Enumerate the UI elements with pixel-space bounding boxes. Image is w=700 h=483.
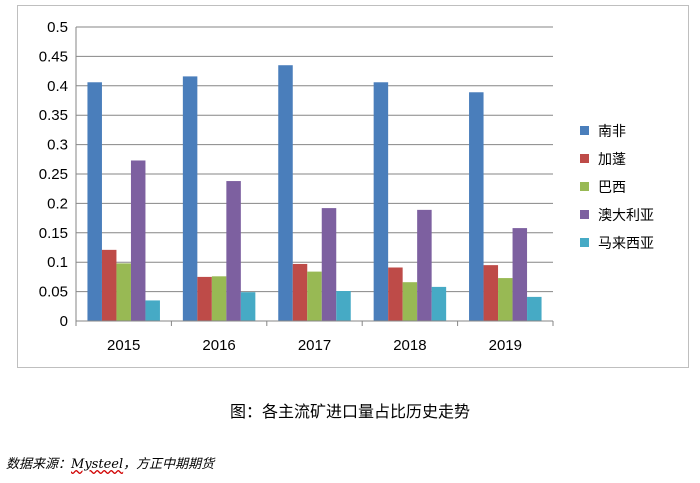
bar-chart: 0 0.05 0.1 0.15 0.2 0.25 0.3 0.35 0.4 0.45 0.5 201… [39, 19, 654, 354]
bar [182, 76, 198, 321]
bar [373, 82, 389, 321]
legend-label: 澳大利亚 [598, 208, 654, 224]
source-prefix: 数据来源： [6, 457, 72, 472]
bar [483, 265, 499, 321]
legend-label: 马来西亚 [598, 236, 654, 252]
legend-swatch [580, 154, 589, 163]
legend-swatch [580, 210, 589, 219]
bars [87, 65, 542, 321]
legend-label: 巴西 [598, 180, 626, 196]
y-tick-label: 0.05 [39, 284, 68, 301]
y-tick-label: 0.15 [39, 225, 68, 242]
legend-label: 南非 [598, 124, 626, 140]
bar [145, 300, 160, 321]
legend-label: 加蓬 [598, 152, 626, 168]
bar [240, 292, 256, 321]
bar [87, 82, 102, 321]
bar [388, 267, 403, 321]
y-tick-labels: 0 0.05 0.1 0.15 0.2 0.25 0.3 0.35 0.4 0.45 0.5 [39, 19, 68, 330]
y-tick-label: 0.4 [47, 78, 68, 95]
x-tick-labels: 2015 2016 2017 2018 2019 [107, 337, 522, 354]
legend-swatch [580, 238, 589, 247]
legend-swatch [580, 182, 589, 191]
source-brand: Mysteel [71, 457, 124, 472]
x-tick-label: 2015 [107, 337, 140, 354]
grid-lines [76, 26, 553, 322]
x-tick-label: 2019 [489, 337, 522, 354]
y-tick-label: 0 [60, 313, 68, 330]
bar [101, 249, 117, 321]
x-tick-label: 2018 [393, 337, 426, 354]
bar [226, 181, 241, 321]
chart-frame: 0 0.05 0.1 0.15 0.2 0.25 0.3 0.35 0.4 0.45 0.5 201… [17, 5, 689, 368]
bar [292, 263, 308, 321]
bar [336, 291, 351, 321]
x-tick-label: 2017 [298, 337, 331, 354]
y-tick-label: 0.2 [47, 195, 68, 212]
bar [431, 286, 447, 321]
bar [197, 276, 212, 321]
bar [527, 296, 542, 321]
source-suffix: ，方正中期期货 [123, 457, 215, 472]
bar [498, 278, 513, 321]
y-tick-label: 0.5 [47, 19, 68, 36]
bar [130, 160, 146, 321]
bar [417, 209, 432, 321]
bar [211, 276, 227, 321]
bar [307, 271, 322, 321]
bar [469, 92, 484, 321]
source-note: 数据来源：Mysteel，方正中期期货 [6, 453, 214, 472]
bar [116, 263, 131, 321]
y-tick-label: 0.35 [39, 107, 68, 124]
y-tick-label: 0.25 [39, 166, 68, 183]
y-tick-label: 0.45 [39, 48, 68, 65]
bar [278, 65, 293, 321]
bar [321, 208, 337, 321]
y-tick-label: 0.3 [47, 137, 68, 154]
x-tick-label: 2016 [202, 337, 235, 354]
bar [402, 282, 418, 321]
bar [512, 228, 528, 321]
axes [75, 27, 554, 326]
chart-caption: 图：各主流矿进口量占比历史走势 [229, 402, 470, 421]
y-tick-label: 0.1 [47, 254, 68, 271]
legend-swatch [580, 126, 589, 135]
